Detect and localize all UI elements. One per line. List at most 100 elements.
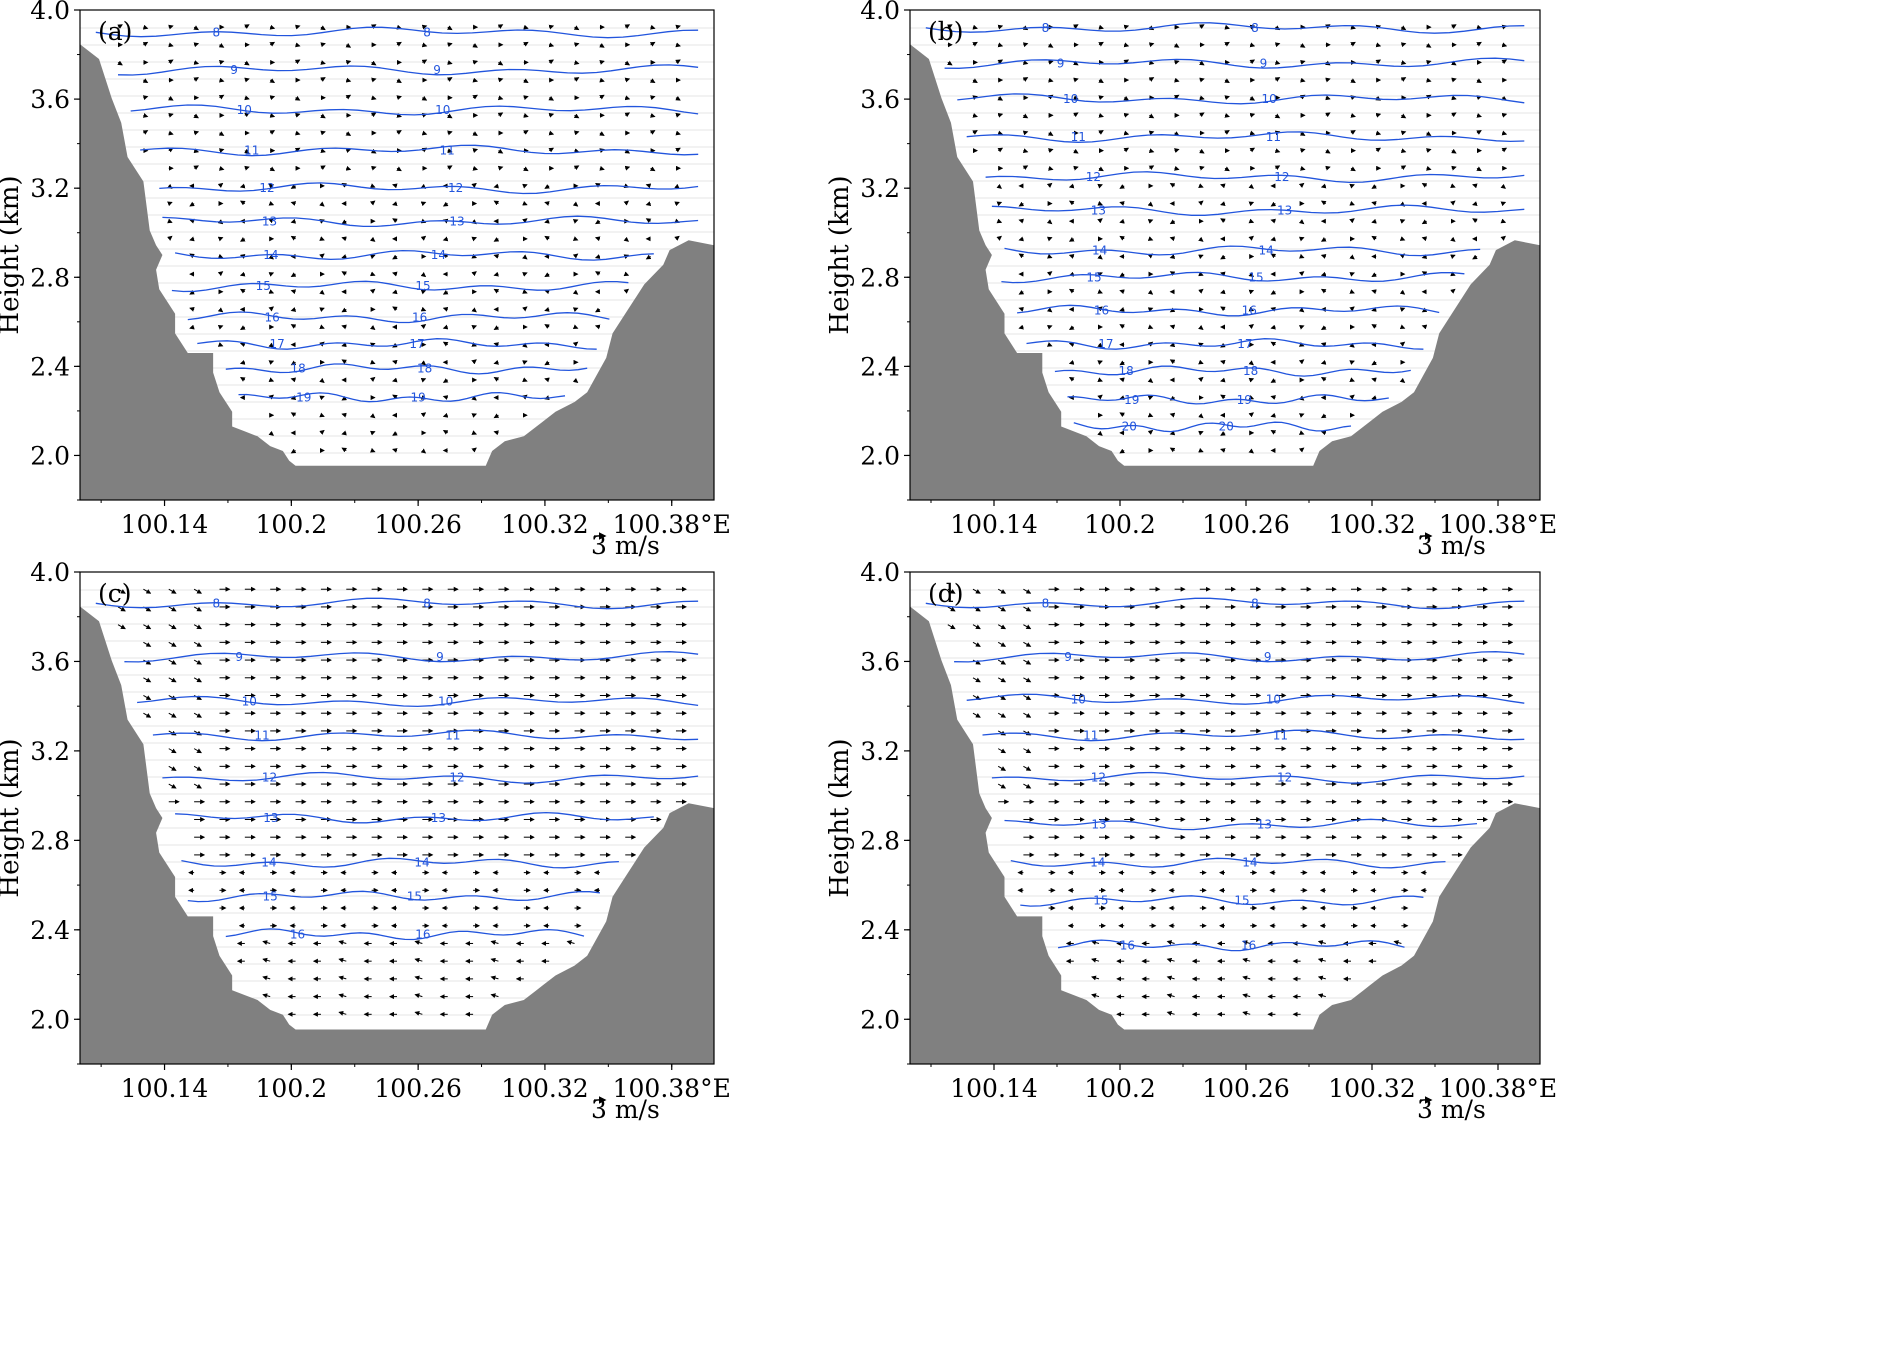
contour-label: 9 (230, 63, 238, 77)
wind-vector (522, 254, 528, 260)
wind-vector (1476, 41, 1482, 47)
wind-vector (320, 60, 326, 65)
wind-vector (1450, 236, 1456, 242)
wind-vector (1147, 289, 1154, 295)
wind-vector (544, 218, 550, 224)
wind-vector (497, 95, 504, 101)
contour-line (1001, 271, 1465, 284)
y-tick-label: 4.0 (30, 558, 70, 587)
y-axis-title: Height (km) (825, 738, 855, 897)
wind-vector (1248, 218, 1255, 224)
wind-vector (1425, 131, 1432, 136)
wind-vector (1068, 377, 1075, 382)
wind-vector (1317, 975, 1326, 981)
wind-vector (1248, 306, 1255, 312)
wind-vector (572, 377, 579, 383)
wind-vector (421, 95, 428, 101)
wind-vector (420, 448, 427, 454)
wind-vector (1169, 219, 1176, 225)
wind-vector (244, 148, 250, 154)
wind-vector (997, 659, 1007, 665)
wind-vector (1375, 112, 1382, 118)
y-tick-label: 3.2 (30, 737, 70, 766)
contour-label: 15 (1093, 894, 1108, 908)
wind-vector (1399, 289, 1406, 295)
contour-label: 9 (1260, 56, 1268, 70)
wind-vector (997, 95, 1004, 101)
contour-label: 15 (256, 279, 271, 293)
wind-vector (624, 112, 631, 118)
wind-vector (472, 148, 479, 153)
wind-vector (341, 324, 347, 330)
wind-vector (471, 359, 477, 365)
contour-label: 17 (1098, 337, 1113, 351)
wind-vector (1023, 641, 1032, 647)
contour-label: 11 (244, 143, 259, 157)
wind-vector (996, 218, 1003, 224)
wind-vector (1147, 429, 1154, 435)
wind-vector (143, 659, 152, 665)
wind-vector (442, 378, 449, 383)
wind-vector (1500, 218, 1507, 224)
wind-vector (471, 324, 478, 330)
wind-vector (573, 113, 580, 119)
wind-vector (420, 272, 427, 278)
wind-vector (1371, 307, 1377, 312)
wind-vector (544, 201, 550, 206)
wind-vector (1220, 289, 1226, 295)
wind-vector (544, 307, 550, 312)
wind-vector (1046, 182, 1053, 188)
contour-line (1017, 304, 1440, 317)
wind-vector (168, 59, 174, 65)
wind-vector (1023, 695, 1032, 700)
contour-label: 16 (1120, 938, 1135, 952)
wind-vector (1046, 219, 1053, 225)
wind-vector (117, 606, 126, 612)
wind-vector (268, 377, 275, 382)
contour-label: 12 (262, 771, 277, 785)
wind-vector (1198, 236, 1204, 242)
wind-vector (168, 24, 174, 30)
wind-vector (1320, 377, 1327, 382)
contour-label: 15 (1234, 894, 1249, 908)
wind-vector (1198, 200, 1204, 206)
wind-vector (1018, 218, 1024, 224)
wind-vector (1248, 201, 1255, 207)
contour-line (1020, 895, 1424, 907)
wind-vector (1123, 95, 1130, 101)
wind-vector (1249, 42, 1256, 48)
wind-vector (1046, 271, 1053, 277)
y-tick-label: 2.0 (860, 1005, 900, 1034)
contour-label: 18 (290, 362, 305, 376)
wind-vector (1224, 95, 1230, 101)
wind-vector (1450, 288, 1456, 294)
contour-label: 14 (1242, 856, 1257, 870)
wind-vector (168, 659, 177, 665)
plot-frame (79, 9, 715, 501)
wind-vector (1450, 200, 1456, 206)
wind-vector (1248, 272, 1254, 278)
wind-vector (420, 201, 427, 207)
wind-vector (268, 289, 275, 294)
wind-vector (345, 59, 352, 65)
wind-vector (675, 95, 681, 101)
contour-label: 11 (254, 728, 269, 742)
wind-vector (573, 42, 580, 48)
contour-line (925, 22, 1525, 34)
wind-vector (472, 42, 478, 48)
wind-vector (1451, 95, 1457, 101)
wind-vector (1400, 25, 1407, 31)
wind-vector (189, 236, 195, 242)
wind-vector (1018, 253, 1025, 259)
wind-vector (1169, 324, 1176, 330)
contour-label: 12 (448, 181, 463, 195)
contour-line (124, 651, 699, 663)
wind-vector (193, 77, 199, 82)
y-axis-title: Height (km) (825, 175, 855, 334)
wind-vector (294, 59, 301, 65)
wind-vector (1371, 289, 1377, 295)
wind-vector (645, 183, 652, 189)
contour-line (944, 57, 1525, 69)
wind-vector (471, 271, 477, 277)
wind-vector (239, 237, 246, 242)
